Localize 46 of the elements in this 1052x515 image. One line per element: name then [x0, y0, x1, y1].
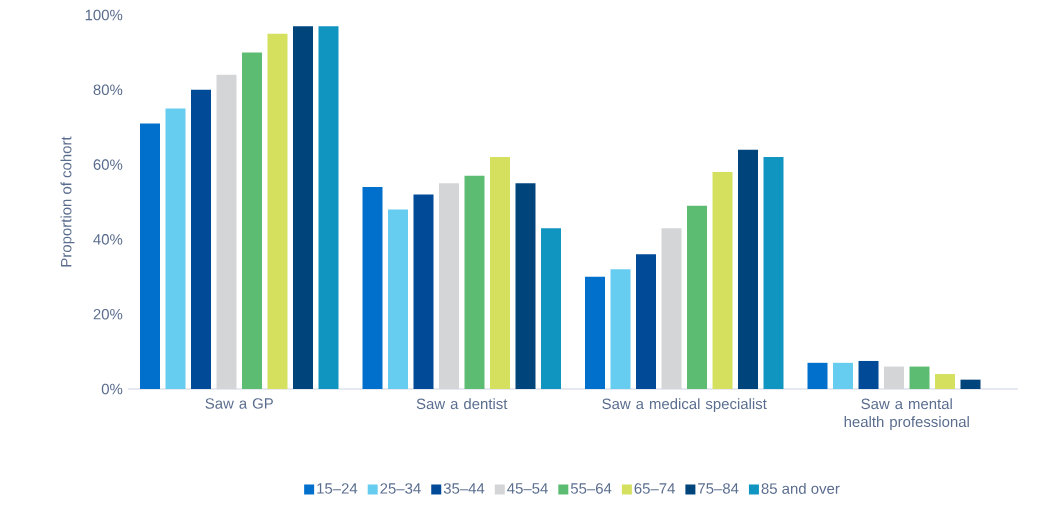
bar: [712, 172, 733, 389]
bar: [610, 269, 631, 389]
legend-label: 65–74: [634, 483, 675, 494]
x-tick-label: Saw a mental health professional: [844, 398, 969, 431]
bar: [318, 26, 339, 389]
y-axis-title: Proportion of cohort: [60, 136, 75, 267]
bar: [140, 123, 160, 389]
bar: [242, 52, 262, 389]
bar: [960, 379, 981, 389]
legend-label: 55–64: [570, 483, 612, 494]
legend-label: 35–44: [443, 483, 485, 494]
legend-label: 75–84: [698, 483, 739, 494]
y-tick-label: 0%: [101, 383, 123, 395]
bar: [833, 362, 854, 389]
bar: [490, 157, 510, 389]
bar: [267, 33, 288, 389]
legend-label: 85 and over: [761, 482, 840, 494]
legend-label: 25–34: [380, 483, 421, 494]
bar: [388, 209, 408, 389]
bar: [807, 362, 828, 389]
bar: [636, 254, 656, 389]
bar: [763, 157, 784, 389]
y-tick-label: 40%: [93, 234, 123, 245]
bar: [362, 187, 383, 389]
bar: [515, 183, 536, 389]
y-tick-label: 20%: [93, 308, 123, 320]
bar: [293, 26, 313, 389]
bar: [687, 205, 707, 389]
y-tick-label: 60%: [93, 159, 123, 170]
bar: [909, 366, 930, 389]
legend-label: 15–24: [317, 483, 358, 494]
bar: [738, 149, 758, 389]
bar: [464, 175, 485, 389]
bar: [413, 194, 434, 389]
x-tick-label: Saw a medical specialist: [602, 398, 767, 413]
legend-label: 45–54: [507, 483, 548, 494]
bar: [858, 360, 879, 389]
x-tick-label: Saw a dentist: [416, 398, 508, 410]
bar: [585, 276, 605, 389]
bar: [541, 228, 561, 389]
bar: [165, 108, 186, 389]
y-tick-label: 80%: [93, 84, 123, 96]
bar: [191, 89, 211, 389]
bar: [935, 374, 956, 389]
y-tick-label: 100%: [85, 9, 123, 21]
x-tick-label: Saw a GP: [205, 398, 273, 409]
